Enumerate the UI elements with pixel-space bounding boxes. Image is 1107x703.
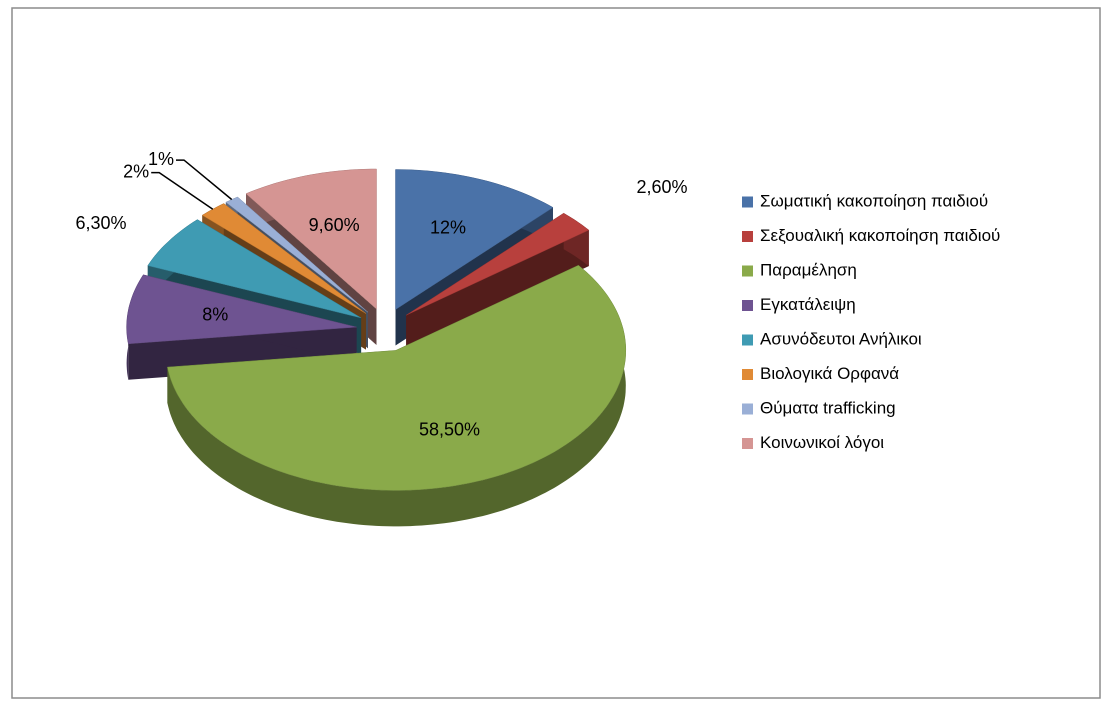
legend-swatch bbox=[742, 438, 753, 449]
leader-line bbox=[176, 159, 233, 201]
slice-top bbox=[395, 169, 554, 310]
legend-label: Σωματική κακοποίηση παιδιού bbox=[760, 191, 988, 210]
pie-slice bbox=[167, 265, 627, 527]
data-label: 12% bbox=[430, 218, 466, 238]
slice-top bbox=[406, 212, 590, 316]
legend-swatch bbox=[742, 265, 753, 277]
legend-swatch bbox=[742, 369, 753, 380]
data-label: 1% bbox=[148, 149, 174, 169]
slice-top bbox=[126, 274, 357, 345]
leader-line bbox=[151, 171, 214, 210]
legend-label: Εγκατάλειψη bbox=[760, 295, 856, 314]
legend-label: Παραμέληση bbox=[760, 260, 857, 279]
data-label: 58,50% bbox=[419, 420, 480, 440]
legend-label: Ασυνόδευτοι Ανήλικοι bbox=[760, 329, 922, 348]
legend-swatch bbox=[742, 196, 753, 208]
legend-swatch bbox=[742, 403, 753, 415]
data-label: 2,60% bbox=[637, 177, 688, 197]
data-label: 8% bbox=[202, 304, 228, 324]
pie-slice bbox=[406, 212, 590, 352]
legend-label: Βιολογικά Ορφανά bbox=[760, 364, 899, 383]
slice-top bbox=[147, 219, 362, 319]
legend-swatch bbox=[742, 334, 753, 346]
data-label: 6,30% bbox=[76, 213, 127, 233]
data-label: 9,60% bbox=[309, 215, 360, 235]
legend-swatch bbox=[742, 231, 753, 242]
slice-top bbox=[167, 265, 627, 491]
data-label: 2% bbox=[123, 161, 149, 181]
legend-label: Σεξουαλική κακοποίηση παιδιού bbox=[760, 226, 1000, 245]
slice-top bbox=[245, 168, 377, 310]
legend-swatch bbox=[742, 300, 753, 311]
legend-label: Θύματα trafficking bbox=[760, 398, 896, 417]
slice-wall bbox=[406, 230, 589, 352]
legend-label: Κοινωνικοί λόγοι bbox=[760, 433, 884, 452]
